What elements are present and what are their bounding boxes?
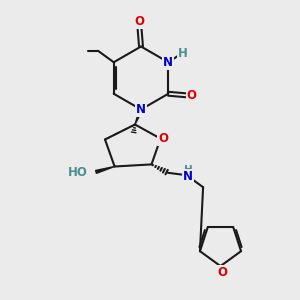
Text: N: N <box>183 170 193 183</box>
Text: O: O <box>158 132 168 145</box>
Text: O: O <box>134 15 145 28</box>
Polygon shape <box>135 109 142 124</box>
Text: O: O <box>217 266 227 279</box>
Text: N: N <box>136 103 146 116</box>
Text: H: H <box>178 46 188 59</box>
Text: N: N <box>163 56 173 69</box>
Text: O: O <box>187 89 197 102</box>
Polygon shape <box>96 167 115 173</box>
Text: H: H <box>178 47 188 60</box>
Text: H: H <box>184 165 193 175</box>
Text: HO: HO <box>68 166 88 179</box>
